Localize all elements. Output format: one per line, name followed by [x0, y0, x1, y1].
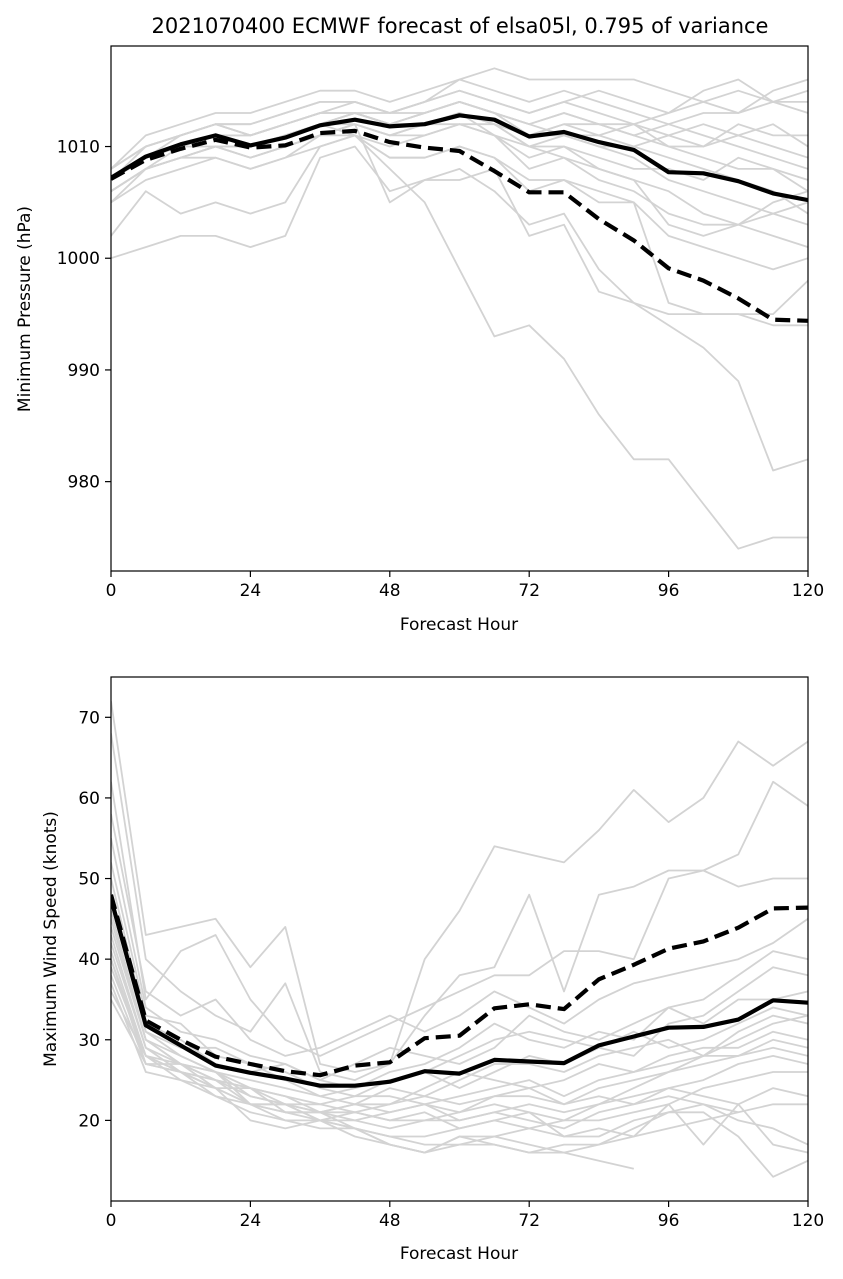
y-tick-label: 60	[78, 789, 100, 809]
x-tick-label: 24	[240, 1211, 262, 1231]
y-tick-label: 70	[78, 708, 100, 728]
y-tick-label: 1000	[57, 249, 100, 269]
x-axis-label: Forecast Hour	[400, 1244, 518, 1264]
y-axis-label: Minimum Pressure (hPa)	[15, 206, 35, 412]
y-tick-label: 20	[78, 1111, 100, 1131]
pressure-panel: 2021070400 ECMWF forecast of elsa05l, 0.…	[15, 14, 824, 635]
chart-title: 2021070400 ECMWF forecast of elsa05l, 0.…	[152, 14, 769, 38]
ensemble-member-line	[111, 999, 808, 1154]
solid-mean-line	[111, 898, 808, 1088]
y-tick-label: 1010	[57, 138, 100, 158]
y-axis-label: Maximum Wind Speed (knots)	[41, 811, 61, 1067]
wind-y-ticks: 20 30 40 50 60 70	[78, 708, 111, 1131]
ensemble-member-line	[111, 813, 808, 1057]
ensemble-member-line	[111, 701, 808, 1073]
pressure-x-ticks: 0 24 48 72 96 120	[106, 571, 824, 601]
dashed-mean-line	[111, 894, 808, 1078]
x-tick-label: 48	[379, 581, 401, 601]
x-tick-label: 0	[106, 1211, 117, 1231]
wind-plot-frame	[110, 676, 809, 1202]
x-tick-label: 120	[792, 581, 824, 601]
x-tick-label: 72	[518, 1211, 540, 1231]
ensemble-member-line	[111, 145, 808, 472]
ensemble-member-line	[111, 838, 808, 1089]
member-lines	[111, 67, 808, 550]
x-tick-label: 48	[379, 1211, 401, 1231]
x-tick-label: 96	[658, 1211, 680, 1231]
ensemble-member-line	[111, 781, 808, 1057]
ensemble-member-line	[111, 134, 808, 271]
y-tick-label: 990	[68, 361, 100, 381]
solid-mean-line	[111, 113, 808, 203]
dashed-mean-line	[111, 128, 808, 323]
pressure-plot-frame	[110, 45, 809, 572]
x-tick-label: 96	[658, 581, 680, 601]
member-lines	[111, 701, 808, 1178]
x-tick-label: 24	[240, 581, 262, 601]
x-axis-label: Forecast Hour	[400, 615, 518, 635]
y-tick-label: 50	[78, 870, 100, 890]
mean-lines	[111, 113, 808, 323]
ensemble-member-line	[111, 89, 808, 181]
x-tick-label: 0	[106, 581, 117, 601]
y-tick-label: 40	[78, 950, 100, 970]
ensemble-member-line	[111, 112, 808, 237]
x-tick-label: 120	[792, 1211, 824, 1231]
mean-lines	[111, 894, 808, 1088]
wind-x-ticks: 0 24 48 72 96 120	[106, 1201, 824, 1231]
ensemble-member-line	[111, 966, 808, 1154]
y-tick-label: 30	[78, 1031, 100, 1051]
x-tick-label: 72	[518, 581, 540, 601]
ensemble-member-line	[111, 918, 808, 1098]
ensemble-member-line	[111, 733, 808, 1081]
pressure-y-ticks: 980 990 1000 1010	[57, 138, 111, 493]
y-tick-label: 980	[68, 473, 100, 493]
ensemble-member-line	[111, 134, 808, 550]
